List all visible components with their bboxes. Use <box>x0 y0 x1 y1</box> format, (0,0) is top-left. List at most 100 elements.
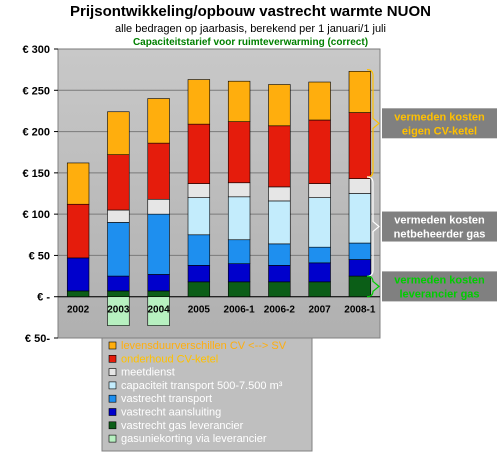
y-tick-label: € - <box>37 292 50 304</box>
bar-segment <box>227 263 251 283</box>
legend-label: levensduurverschillen CV <--> SV <box>121 340 287 352</box>
y-tick-label: € 50- <box>25 333 50 345</box>
bar-segment <box>107 275 130 292</box>
x-tick-label: 2003 <box>107 305 130 316</box>
bar-segment <box>107 154 130 211</box>
bar-segment <box>227 182 251 198</box>
annotation-bracket <box>366 176 380 277</box>
annotation-label: vermeden kosten <box>394 215 485 227</box>
annotation-box <box>382 108 497 139</box>
x-tick-label: 2007 <box>309 305 332 316</box>
bar-segment <box>308 183 331 198</box>
annotation-label: eigen CV-ketel <box>402 125 477 137</box>
bar-segment <box>227 196 251 241</box>
bar-segment <box>348 178 372 194</box>
x-tick-label: 2004 <box>148 305 171 316</box>
x-tick-label: 2006-1 <box>224 305 256 316</box>
annotation-label: vermeden kosten <box>394 111 485 123</box>
bar-segment <box>308 246 331 264</box>
bar-segment <box>187 265 211 283</box>
legend-box <box>101 337 313 452</box>
x-tick-label: 2002 <box>67 305 90 316</box>
bar-segment <box>268 84 291 127</box>
bar-segment <box>268 125 291 188</box>
bar-segment <box>348 193 372 244</box>
bar-segment <box>268 200 291 245</box>
legend-label: capaciteit transport 500-7.500 m³ <box>121 380 283 392</box>
y-tick-label: € 150 <box>22 168 50 180</box>
bar-segment <box>187 183 211 198</box>
bar-segment <box>348 70 372 113</box>
legend-label: vastrecht transport <box>121 393 212 405</box>
chart-subtitle: alle bedragen op jaarbasis, berekend per… <box>115 23 386 35</box>
bar-segment <box>187 197 211 236</box>
legend: levensduurverschillen CV <--> SVonderhou… <box>101 337 313 452</box>
legend-label: onderhoud CV-ketel <box>121 353 218 365</box>
bar-segment <box>268 281 291 298</box>
bar-segment <box>308 197 331 248</box>
bar-segment <box>66 162 90 205</box>
bar-segment <box>348 112 372 179</box>
bar-segment <box>147 213 170 275</box>
bar-segment <box>187 281 211 298</box>
bar-segment <box>348 259 372 277</box>
bar-segment <box>187 123 211 184</box>
legend-label: gasuniekorting via leverancier <box>121 433 267 445</box>
x-tick-label: 2006-2 <box>264 305 296 316</box>
chart-note: Capaciteitstarief voor ruimteverwarming … <box>132 37 369 48</box>
plot-background <box>57 48 381 339</box>
bar-segment <box>227 239 251 264</box>
bar-segment <box>268 186 291 202</box>
y-tick-label: € 200 <box>22 127 50 139</box>
bar-segment <box>187 79 211 125</box>
legend-label: vastrecht aansluiting <box>121 407 221 419</box>
y-tick-label: € 250 <box>22 85 50 97</box>
bar-segment <box>147 198 170 215</box>
bar-segment <box>107 209 130 223</box>
bar-segment <box>268 243 291 266</box>
bar-segment <box>147 290 170 298</box>
annotation-box <box>382 211 497 242</box>
legend-label: vastrecht gas leverancier <box>121 420 244 432</box>
y-tick-label: € 100 <box>22 209 50 221</box>
legend-swatch <box>108 408 117 416</box>
chart-title: Prijsontwikkeling/opbouw vastrecht warmt… <box>70 3 431 20</box>
annotations: vermeden kosten eigen CV-ketel vermeden ko… <box>366 69 497 302</box>
y-tick-label: € 50 <box>29 250 50 262</box>
bar-segment <box>147 274 170 292</box>
bar-segment <box>107 290 130 298</box>
legend-label: meetdienst <box>121 367 175 379</box>
x-tick-label: 2005 <box>188 305 211 316</box>
annotation-bracket <box>366 69 380 178</box>
bar-segment <box>308 281 331 298</box>
legend-swatch <box>108 381 117 390</box>
annotation-bracket <box>366 275 380 298</box>
bar-segment <box>107 222 130 277</box>
bar-segment <box>187 234 211 266</box>
bar-segment <box>348 242 372 260</box>
bar-segment <box>107 111 130 155</box>
bar-segment <box>268 265 291 283</box>
annotation-label: netbeheerder gas <box>394 229 486 241</box>
annotation-box <box>382 271 497 302</box>
bar-segment <box>348 275 372 298</box>
legend-swatch <box>108 394 117 403</box>
plot-area: € 50- € - € 50 € 100 € 150 € 200 € 250 € 300 200… <box>22 44 381 345</box>
legend-swatch <box>108 368 117 376</box>
legend-swatch <box>108 354 117 363</box>
bar-segment <box>308 262 331 283</box>
bar-segment <box>147 98 170 144</box>
bar-segment <box>147 142 170 200</box>
legend-swatch <box>108 421 117 430</box>
bar-segment <box>66 257 90 292</box>
bar-segment <box>227 281 251 298</box>
annotation-label: leverancier gas <box>399 288 479 300</box>
bar-segment <box>66 203 90 259</box>
bar-segment <box>66 290 90 298</box>
bar-segment <box>227 121 251 184</box>
legend-swatch <box>108 434 117 443</box>
y-tick-label: € 300 <box>22 44 50 56</box>
legend-swatch <box>108 341 117 350</box>
bar-segment <box>308 81 331 121</box>
